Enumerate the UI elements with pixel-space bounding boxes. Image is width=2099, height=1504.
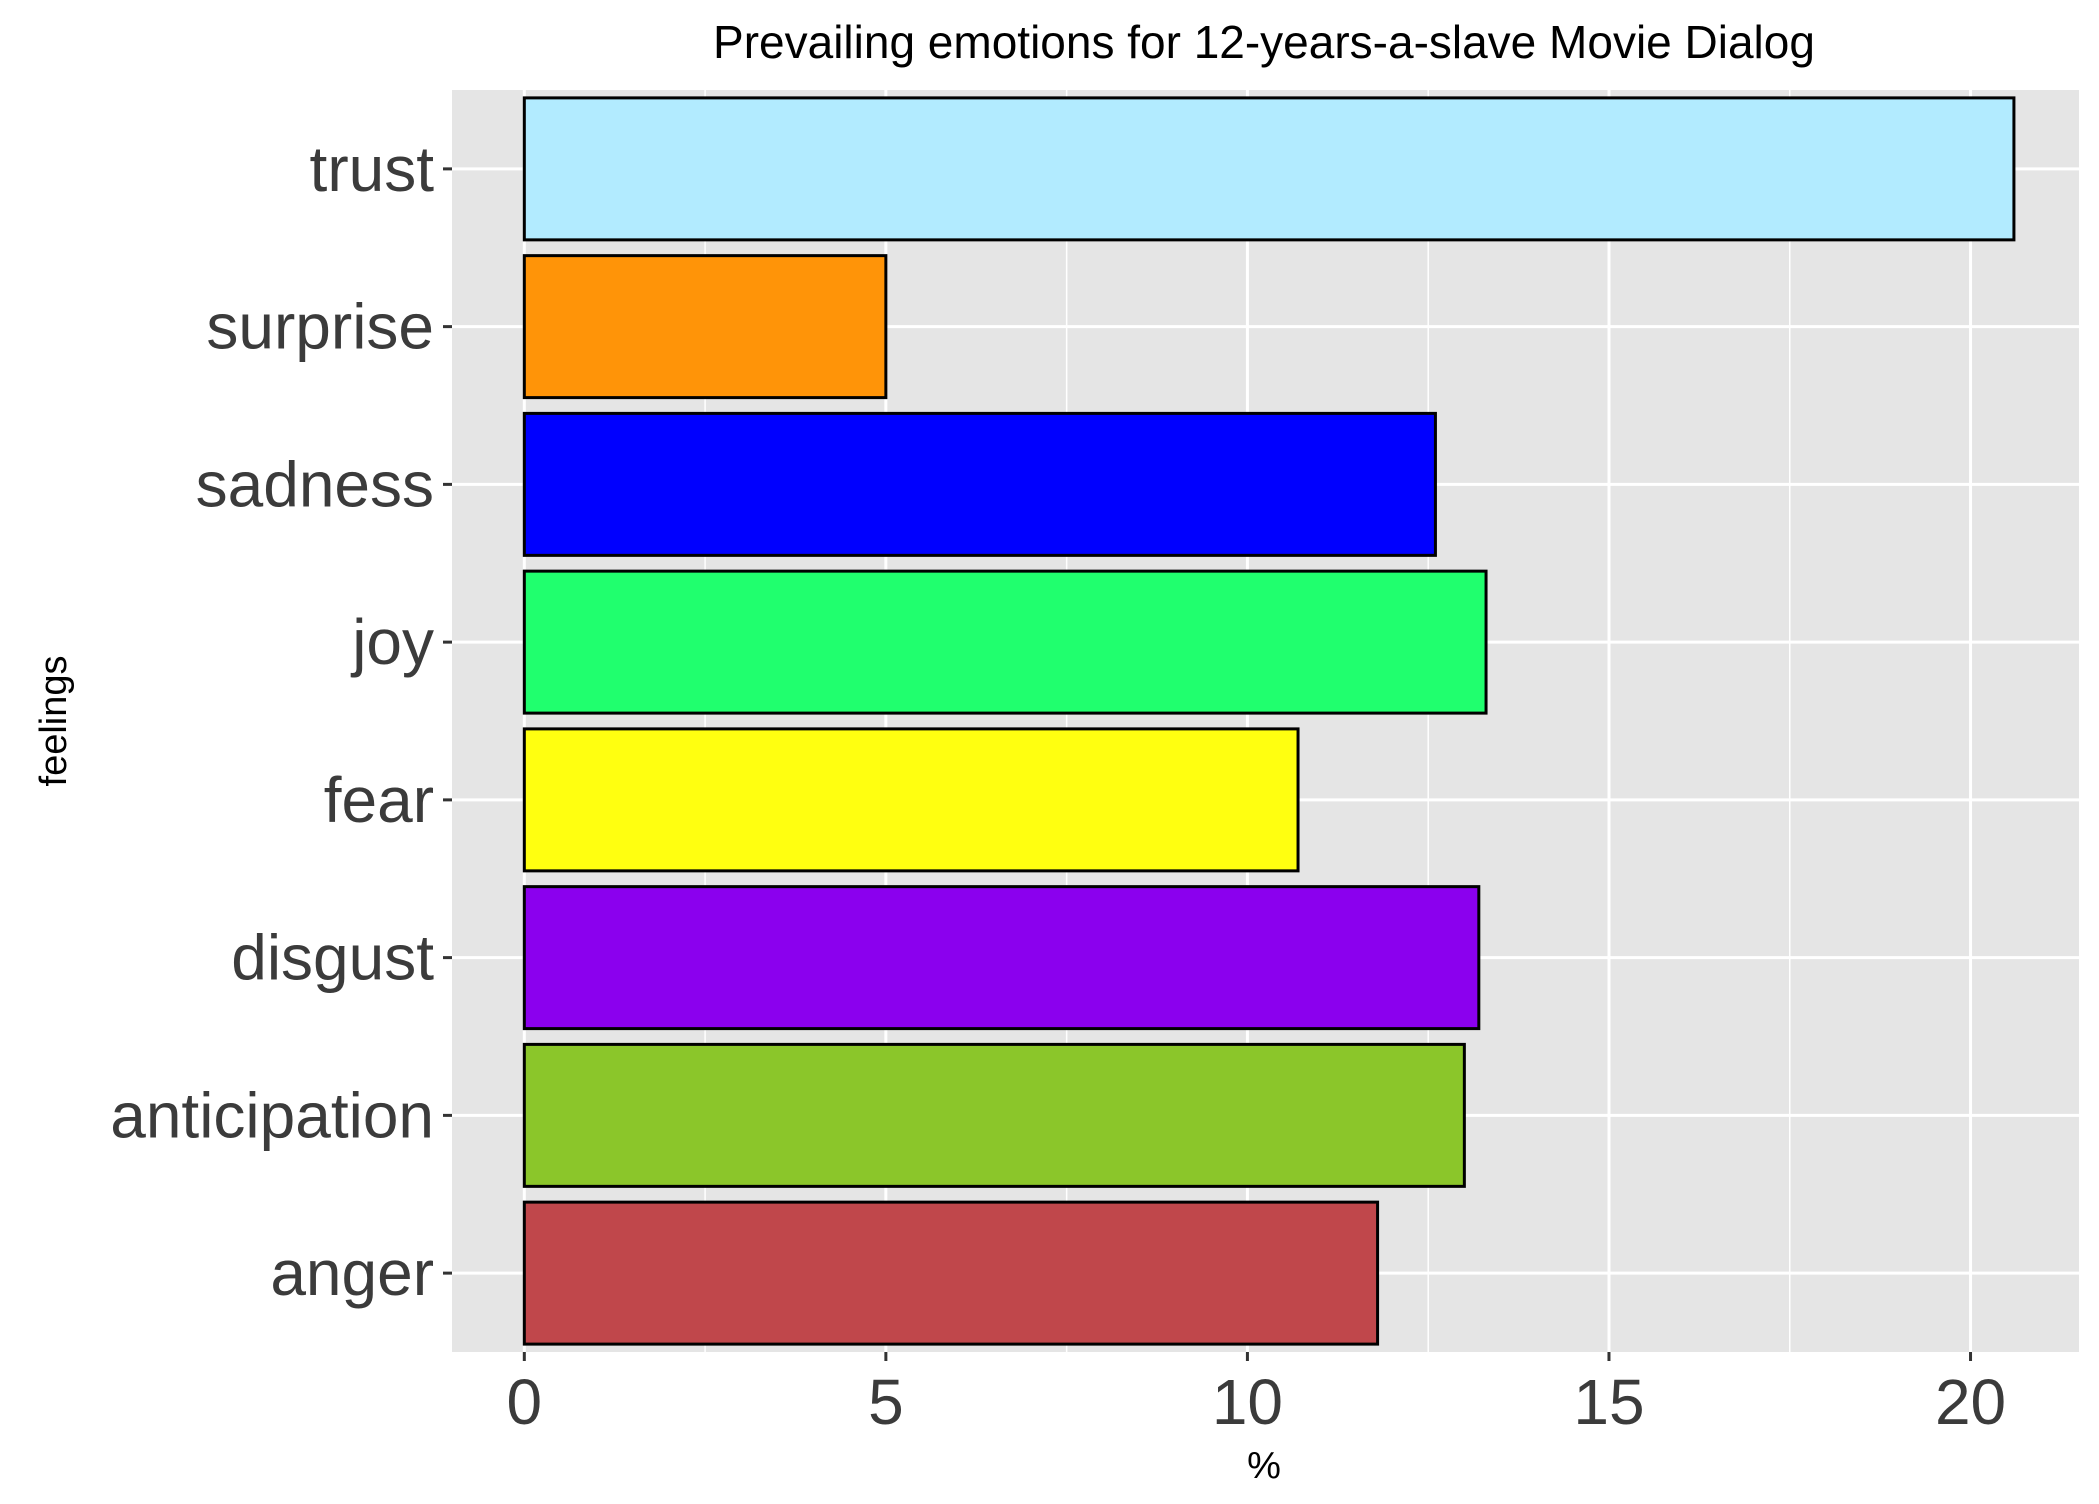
- bar-trust: [522, 96, 2016, 242]
- bar-anticipation: [522, 1042, 1466, 1188]
- y-tick-label: sadness: [196, 448, 434, 520]
- bar-sadness: [522, 411, 1437, 557]
- bar-disgust: [522, 885, 1481, 1031]
- chart-title: Prevailing emotions for 12-years-a-slave…: [713, 16, 1815, 68]
- y-tick-label: anticipation: [110, 1079, 434, 1151]
- x-tick-label: 15: [1573, 1366, 1644, 1438]
- y-tick-label: joy: [350, 606, 434, 678]
- y-tick-label: disgust: [231, 922, 434, 994]
- x-tick-label: 10: [1212, 1366, 1283, 1438]
- y-tick-label: trust: [310, 133, 435, 205]
- bar-fear: [522, 727, 1300, 873]
- y-axis: trust surprise sadness joy fear disgust antici…: [110, 133, 452, 1309]
- x-tick-label: 20: [1935, 1366, 2006, 1438]
- bars: [522, 96, 2016, 1346]
- y-tick-label: anger: [270, 1237, 434, 1309]
- x-tick-label: 0: [507, 1366, 543, 1438]
- y-tick-label: fear: [324, 764, 434, 836]
- y-axis-title: feelings: [33, 656, 75, 787]
- bar-joy: [522, 569, 1488, 715]
- y-tick-label: surprise: [206, 291, 434, 363]
- bar-anger: [522, 1200, 1380, 1346]
- bar-surprise: [522, 254, 888, 400]
- x-axis: 0 5 10 15 20: [507, 1352, 2006, 1438]
- x-tick-label: 5: [868, 1366, 904, 1438]
- x-axis-title: %: [1247, 1445, 1281, 1487]
